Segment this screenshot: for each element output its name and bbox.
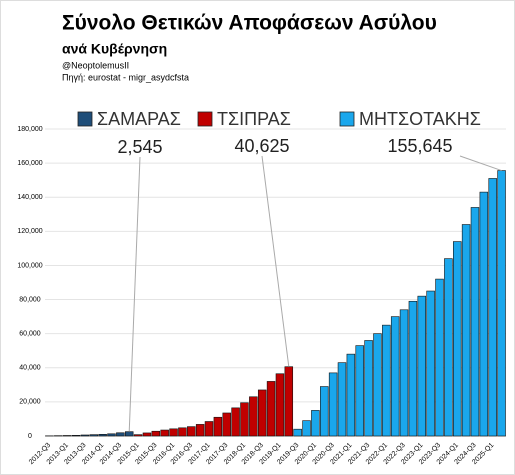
bar: [151, 430, 161, 437]
legend-swatch: [339, 111, 355, 127]
credit: @NeoptolemusII: [62, 60, 129, 70]
y-tick-label: 160,000: [17, 160, 42, 167]
bar: [320, 386, 329, 437]
bar: [408, 300, 418, 437]
bar: [364, 340, 373, 437]
bar: [373, 333, 382, 437]
y-tick-label: 140,000: [17, 194, 42, 201]
bar: [293, 428, 302, 437]
value-label: 2,545: [117, 137, 162, 157]
bar: [222, 412, 231, 437]
bar: [390, 316, 400, 437]
bar: [231, 407, 240, 437]
bar: [240, 402, 249, 437]
bar: [178, 427, 187, 437]
legend-label: ΣΑΜΑΡΑΣ: [97, 109, 181, 129]
bar: [133, 434, 143, 437]
source: Πηγή: eurostat - migr_asydcfsta: [62, 72, 189, 82]
bar: [98, 433, 107, 437]
bar: [249, 396, 258, 437]
bar: [355, 345, 364, 437]
bar: [257, 389, 267, 437]
bar: [302, 420, 311, 437]
bar: [311, 410, 320, 437]
bar: [195, 424, 205, 437]
bar: [479, 191, 489, 437]
bar: [426, 290, 435, 437]
legend-swatch: [197, 111, 213, 127]
bar: [187, 426, 196, 437]
bar: [453, 241, 462, 437]
bar: [275, 373, 285, 437]
bar: [62, 435, 72, 437]
bar: [284, 366, 294, 437]
bar: [71, 435, 81, 437]
y-tick-label: 120,000: [17, 228, 42, 235]
bar: [382, 324, 391, 437]
chart-subtitle: ανά Κυβέρνηση: [62, 41, 167, 57]
bar: [89, 434, 98, 437]
bar: [266, 381, 276, 437]
bar: [80, 434, 90, 437]
bar: [107, 433, 116, 437]
leader-line: [261, 155, 290, 367]
bar: [169, 428, 178, 437]
legend-label: ΜΗΤΣΟΤΑΚΗΣ: [359, 109, 481, 129]
bar: [470, 207, 480, 437]
y-tick-label: 0: [28, 433, 32, 440]
bar: [204, 421, 214, 437]
bar: [497, 170, 506, 437]
bar: [461, 224, 471, 437]
leader-line: [459, 155, 502, 172]
bar: [435, 278, 444, 437]
bar: [160, 429, 169, 437]
y-tick-label: 60,000: [19, 331, 41, 338]
legend-label: ΤΣΙΠΡΑΣ: [217, 109, 291, 129]
bar: [124, 431, 134, 437]
y-tick-label: 180,000: [17, 126, 42, 133]
bar: [417, 295, 427, 437]
leader-line: [128, 156, 141, 432]
bar: [337, 362, 347, 437]
chart-title: Σύνολο Θετικών Αποφάσεων Ασύλου: [62, 12, 437, 35]
bar: [444, 258, 453, 437]
bar: [399, 309, 409, 437]
y-tick-label: 80,000: [19, 296, 41, 303]
bar: [346, 353, 356, 437]
bar: [142, 432, 152, 437]
y-tick-label: 100,000: [17, 262, 42, 269]
legend-swatch: [77, 111, 93, 127]
bar: [328, 372, 338, 437]
bar: [488, 178, 497, 437]
y-tick-label: 20,000: [19, 399, 41, 406]
value-label: 155,645: [387, 136, 452, 156]
bar: [213, 416, 223, 437]
bar: [116, 432, 125, 437]
y-tick-label: 40,000: [19, 365, 41, 372]
value-label: 40,625: [234, 136, 289, 156]
